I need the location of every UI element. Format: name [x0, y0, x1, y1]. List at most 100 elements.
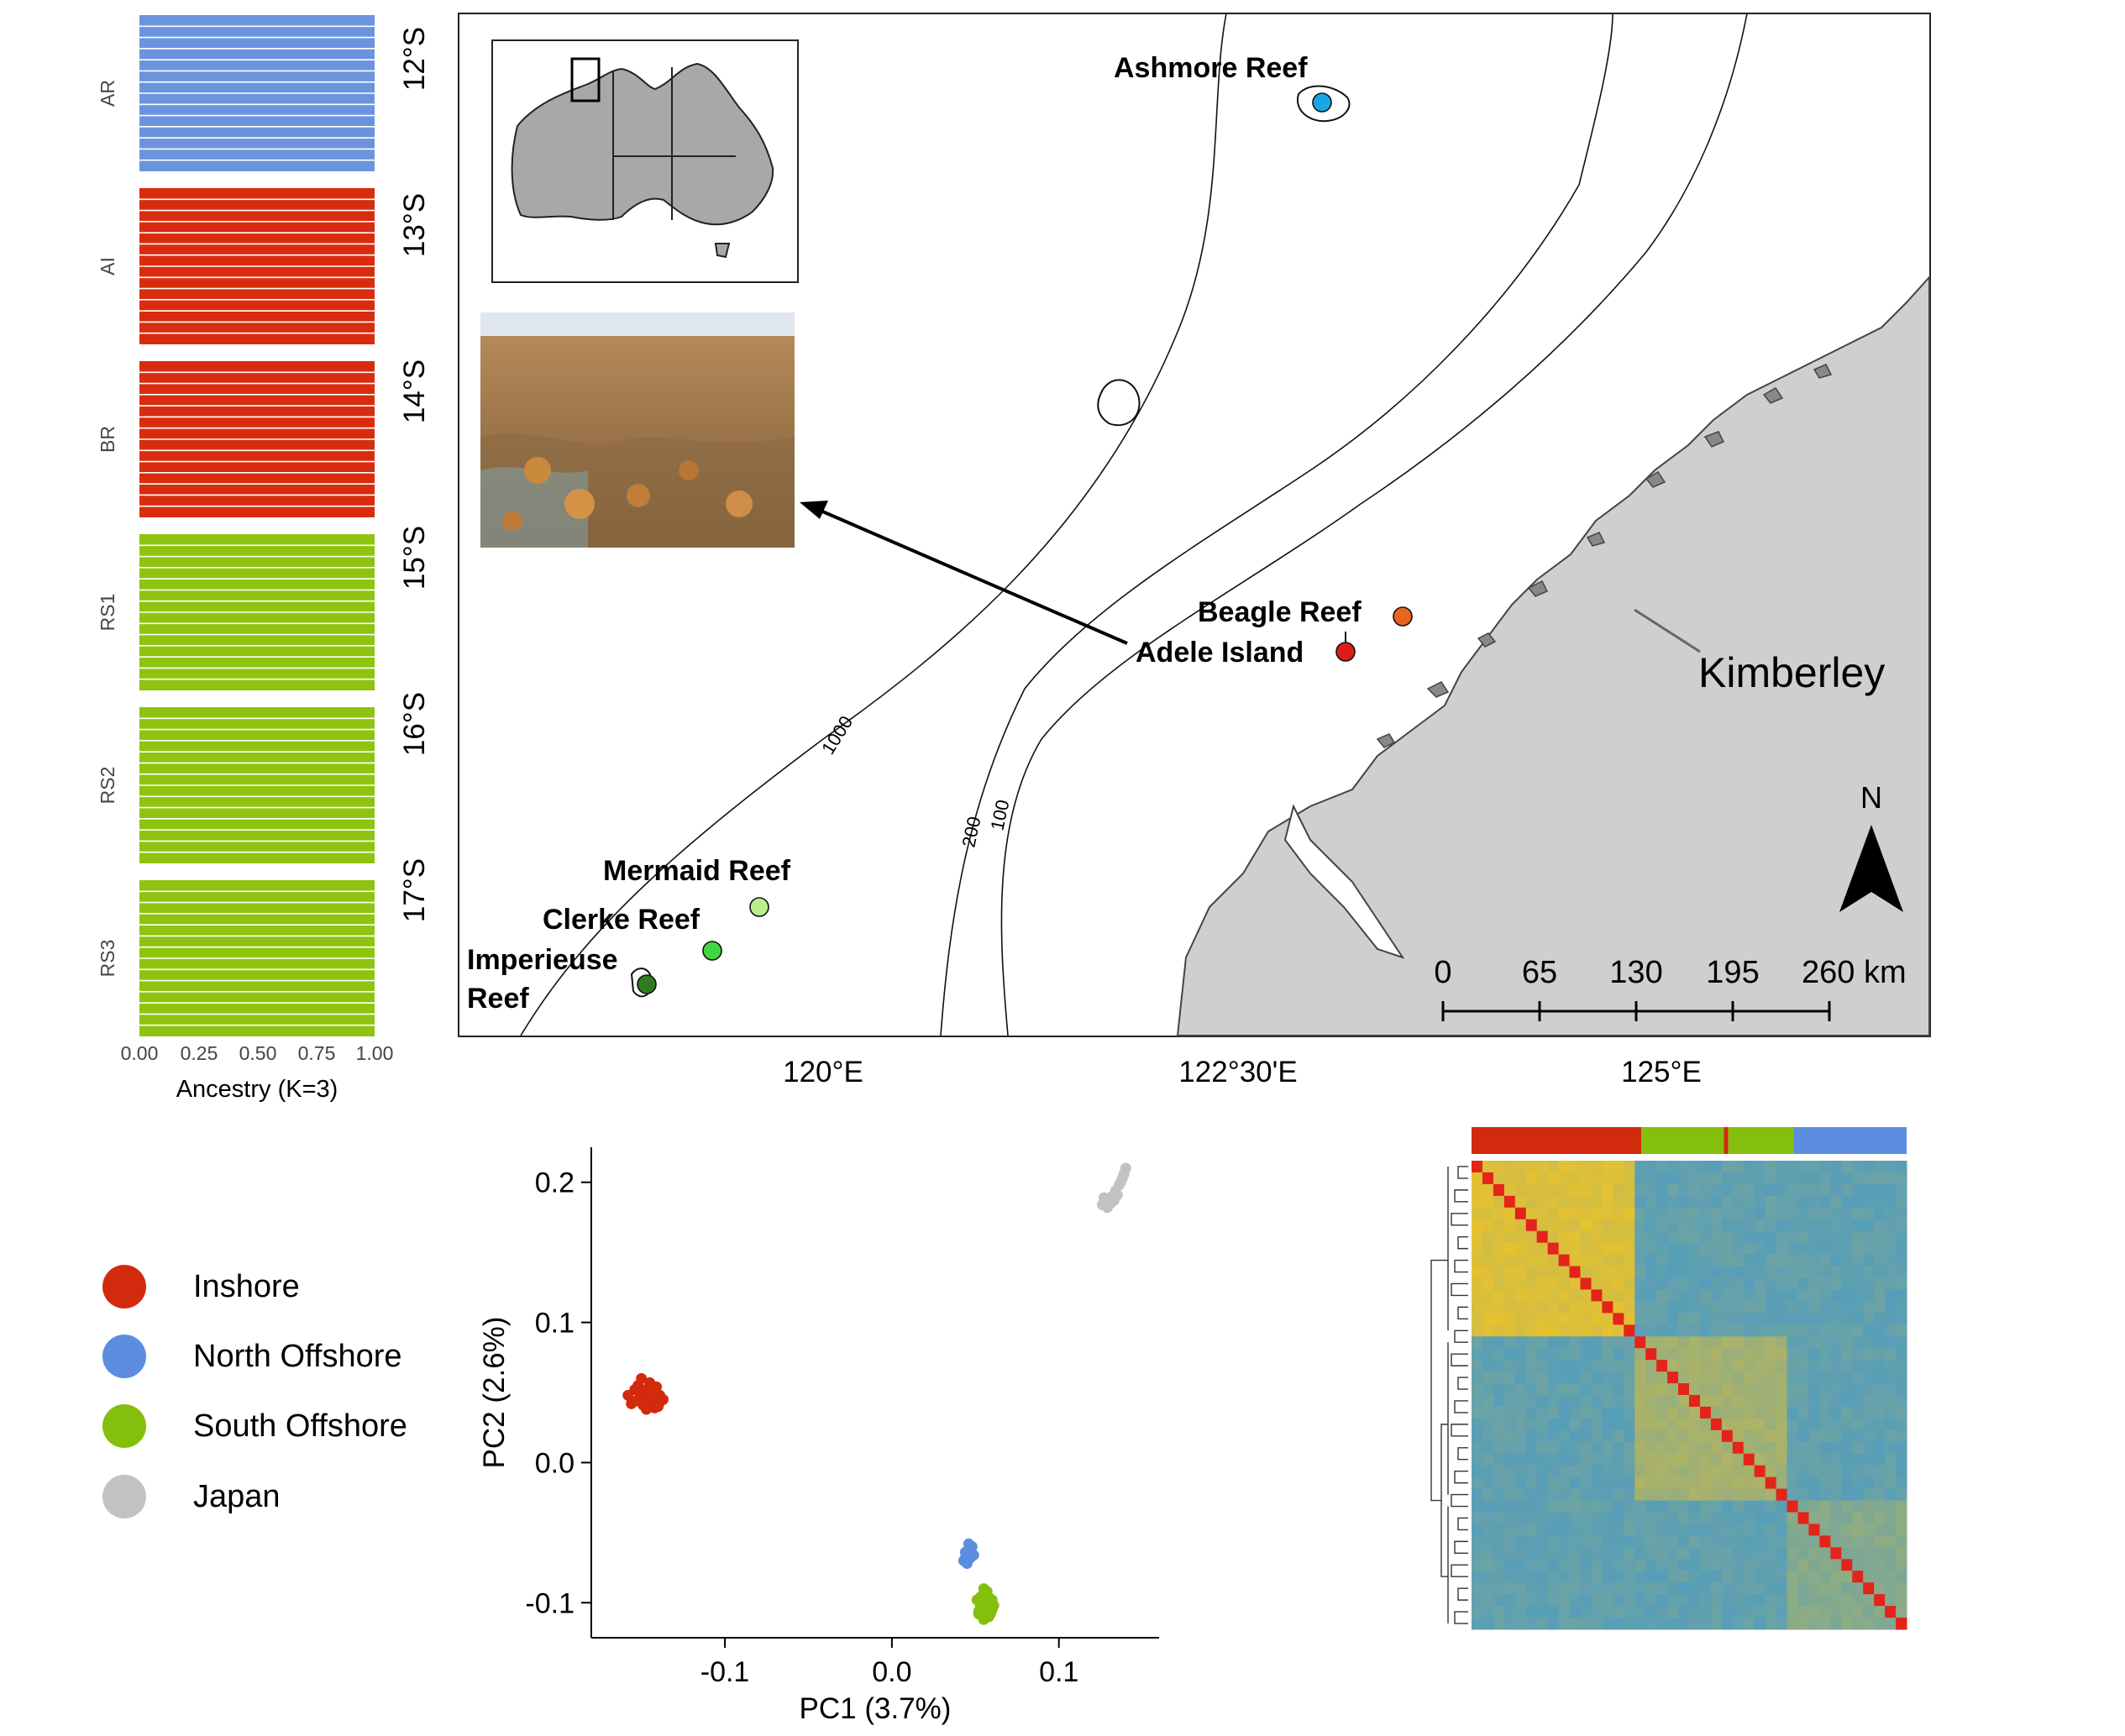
heatmap-cell: [1580, 1172, 1592, 1185]
heatmap-cell: [1830, 1336, 1842, 1349]
heatmap-cell: [1580, 1571, 1592, 1583]
heatmap-cell: [1624, 1313, 1635, 1325]
heatmap-cell: [1721, 1172, 1734, 1185]
heatmap-cell: [1699, 1618, 1712, 1630]
heatmap-cell: [1885, 1324, 1897, 1337]
heatmap-cell: [1624, 1266, 1635, 1278]
heatmap-cell: [1743, 1336, 1755, 1349]
heatmap-cell: [1765, 1289, 1777, 1302]
heatmap-cell: [1525, 1195, 1538, 1209]
heatmap-cell: [1721, 1254, 1734, 1267]
heatmap-cell: [1624, 1207, 1635, 1220]
heatmap-cell: [1558, 1254, 1571, 1267]
heatmap-cell: [1667, 1547, 1679, 1560]
heatmap-cell: [1710, 1488, 1723, 1502]
heatmap-cell: [1830, 1230, 1842, 1244]
heatmap-cell: [1721, 1242, 1734, 1256]
heatmap-cell: [1667, 1465, 1679, 1478]
heatmap-cell: [1852, 1618, 1864, 1630]
heatmap-cell: [1558, 1500, 1571, 1513]
heatmap-cell: [1472, 1230, 1483, 1244]
heatmap-cell: [1732, 1571, 1745, 1583]
heatmap-cell: [1569, 1571, 1581, 1583]
heatmap-cell: [1896, 1172, 1907, 1185]
heatmap-cell: [1874, 1242, 1886, 1256]
heatmap-cell: [1482, 1383, 1494, 1396]
heatmap-cell: [1743, 1207, 1755, 1220]
heatmap-cell: [1699, 1254, 1712, 1267]
heatmap-cell: [1721, 1465, 1734, 1478]
heatmap-cell: [1852, 1441, 1864, 1455]
heatmap-cell: [1591, 1313, 1603, 1325]
heatmap-cell: [1852, 1453, 1864, 1466]
heatmap-cell: [1493, 1207, 1505, 1220]
heatmap-cell: [1765, 1488, 1777, 1502]
heatmap-cell: [1885, 1383, 1897, 1396]
heatmap-cell: [1885, 1161, 1897, 1173]
heatmap-cell: [1710, 1360, 1723, 1372]
heatmap-cell: [1667, 1406, 1679, 1419]
heatmap-cell: [1536, 1571, 1549, 1583]
heatmap-cell: [1885, 1524, 1897, 1536]
heatmap-cell: [1874, 1207, 1886, 1220]
heatmap-cell: [1863, 1441, 1875, 1455]
heatmap-cell: [1645, 1254, 1657, 1267]
heatmap-cell: [1776, 1618, 1788, 1630]
heatmap-cell: [1797, 1618, 1809, 1630]
heatmap-cell: [1503, 1476, 1516, 1490]
heatmap-cell: [1591, 1383, 1603, 1396]
heatmap-cell: [1689, 1313, 1701, 1325]
heatmap-cell: [1721, 1336, 1734, 1349]
heatmap-cell: [1885, 1266, 1897, 1278]
legend-label-inshore: Inshore: [193, 1268, 300, 1304]
heatmap-cell: [1667, 1594, 1679, 1607]
heatmap-cell: [1830, 1500, 1842, 1513]
heatmap-cell: [1656, 1289, 1668, 1302]
heatmap-cell: [1808, 1488, 1820, 1502]
heatmap-cell: [1634, 1606, 1646, 1618]
heatmap-cell: [1667, 1524, 1679, 1536]
heatmap-cell: [1634, 1277, 1646, 1290]
heatmap-cell: [1602, 1418, 1613, 1431]
heatmap-cell: [1547, 1453, 1560, 1466]
heatmap-cell: [1558, 1476, 1571, 1490]
heatmap-cell: [1830, 1313, 1842, 1325]
heatmap-cell: [1547, 1348, 1560, 1361]
heatmap-cell: [1689, 1195, 1701, 1209]
heatmap-cell: [1493, 1512, 1505, 1524]
heatmap-cell: [1743, 1571, 1755, 1583]
heatmap-cell: [1472, 1383, 1483, 1396]
heatmap-cell: [1776, 1348, 1788, 1361]
heatmap-cell: [1613, 1207, 1624, 1220]
heatmap-cell: [1569, 1547, 1581, 1560]
heatmap-cell: [1503, 1207, 1516, 1220]
heatmap-cell: [1656, 1441, 1668, 1455]
pca-point-inshore: [636, 1372, 648, 1384]
heatmap-cell: [1634, 1266, 1646, 1278]
heatmap-cell: [1776, 1559, 1788, 1571]
heatmap-cell: [1841, 1336, 1853, 1349]
heatmap-cell: [1896, 1348, 1907, 1361]
heatmap-cell: [1699, 1242, 1712, 1256]
heatmap-cell: [1547, 1230, 1560, 1244]
heatmap-cell: [1896, 1230, 1907, 1244]
heatmap-cell: [1613, 1524, 1624, 1536]
heatmap-cell: [1536, 1313, 1549, 1325]
heatmap-cell: [1743, 1383, 1755, 1396]
heatmap-cell: [1830, 1219, 1842, 1232]
heatmap-cell: [1514, 1465, 1527, 1478]
heatmap-cell: [1732, 1183, 1745, 1197]
pca-point-japan: [1115, 1177, 1126, 1188]
heatmap-cell: [1482, 1242, 1494, 1256]
heatmap-cell: [1503, 1336, 1516, 1349]
heatmap-cell: [1514, 1230, 1527, 1244]
heatmap-cell: [1689, 1582, 1701, 1595]
heatmap-cell: [1536, 1618, 1549, 1630]
heatmap-cell: [1689, 1230, 1701, 1244]
heatmap-cell: [1852, 1418, 1864, 1431]
heatmap-cell: [1514, 1266, 1527, 1278]
heatmap-cell: [1569, 1301, 1581, 1314]
heatmap-cell: [1754, 1348, 1766, 1361]
heatmap-cell: [1634, 1371, 1646, 1384]
heatmap-cell: [1797, 1289, 1809, 1302]
